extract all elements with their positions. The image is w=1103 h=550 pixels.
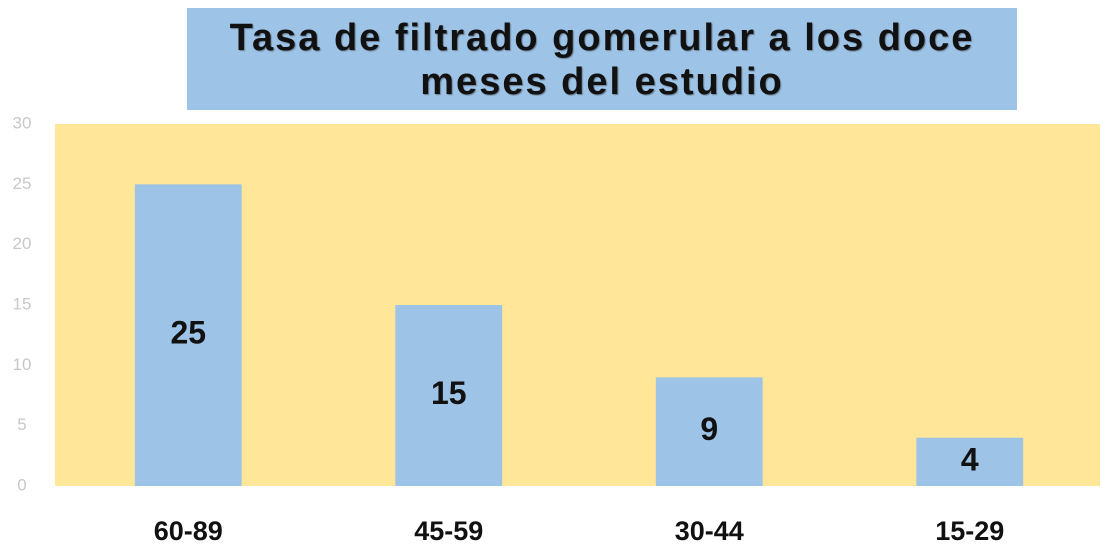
y-tick-label: 10 <box>13 355 32 374</box>
x-tick-label: 45-59 <box>414 516 483 546</box>
data-label: 25 <box>170 315 206 351</box>
y-tick-label: 15 <box>13 294 32 313</box>
y-tick-label: 0 <box>17 475 26 494</box>
data-label: 4 <box>961 441 979 477</box>
data-label: 9 <box>700 411 718 447</box>
y-tick-label: 30 <box>13 113 32 132</box>
y-tick-label: 5 <box>17 415 26 434</box>
chart-title: Tasa de filtrado gomerular a los doce me… <box>187 8 1017 110</box>
x-tick-label: 60-89 <box>154 516 223 546</box>
x-tick-label: 30-44 <box>675 516 744 546</box>
bar <box>916 437 1024 486</box>
y-tick-label: 25 <box>13 174 32 193</box>
bar <box>655 377 763 486</box>
y-tick-label: 20 <box>13 234 32 253</box>
bar <box>395 305 503 486</box>
data-label: 15 <box>431 375 467 411</box>
x-tick-label: 15-29 <box>935 516 1004 546</box>
bar <box>134 184 242 487</box>
